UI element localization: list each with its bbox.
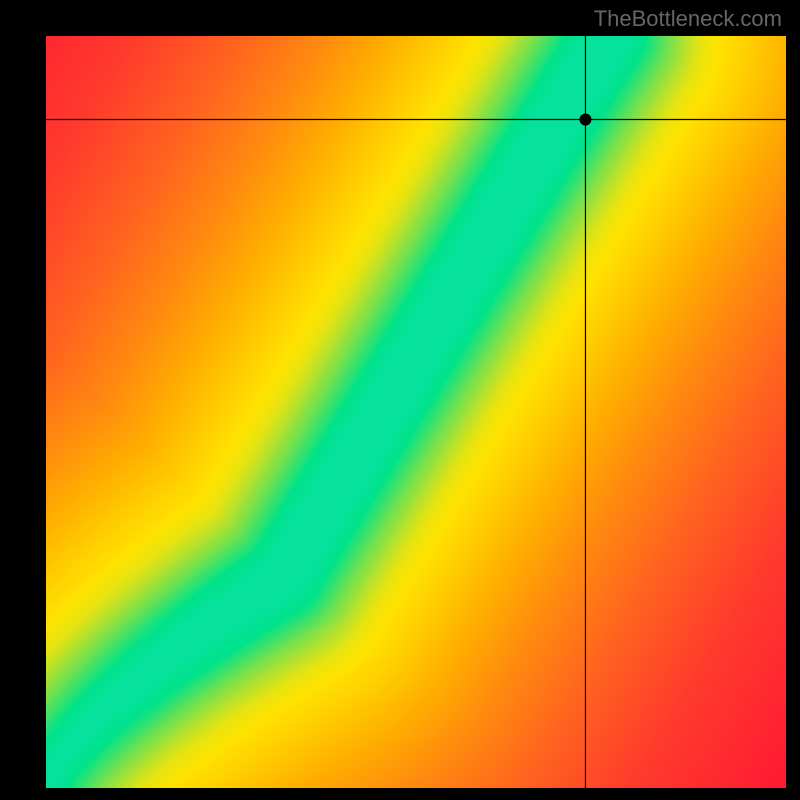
bottleneck-heatmap: [46, 36, 786, 788]
watermark-text: TheBottleneck.com: [594, 6, 782, 32]
chart-container: { "watermark": { "text": "TheBottleneck.…: [0, 0, 800, 800]
